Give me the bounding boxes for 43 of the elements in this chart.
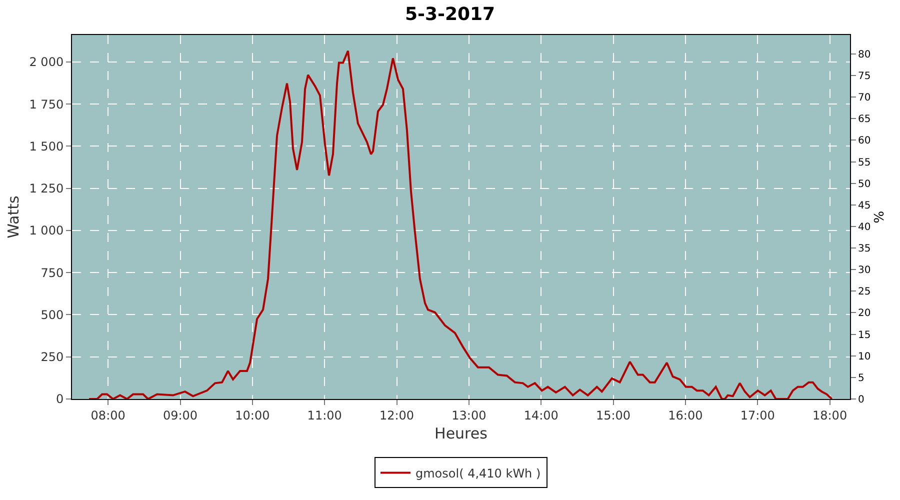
y2-tick-label: 50 [858,178,871,190]
x-tick-label: 16:00 [668,408,703,422]
x-tick-label: 12:00 [379,408,414,422]
y2-tick-label: 65 [858,114,871,126]
legend-label: gmosol( 4,410 kWh ) [416,466,541,480]
x-axis-title: Heures [434,424,488,442]
y2-axis-title: % [872,210,888,224]
y2-tick-label: 0 [858,394,864,406]
y2-tick-label: 45 [858,200,871,212]
y-tick-label: 1 000 [29,224,64,238]
x-tick-label: 17:00 [740,408,775,422]
y2-tick-label: 35 [858,244,871,255]
chart-title: 5-3-2017 [404,4,496,26]
x-tick-label: 15:00 [596,408,631,422]
y-tick-label: 0 [56,392,64,406]
x-tick-label: 13:00 [452,408,486,422]
y-tick-label: 1 500 [29,139,64,154]
y2-tick-label: 80 [858,49,871,60]
y2-tick-label: 10 [858,351,871,362]
y2-tick-label: 25 [858,286,871,298]
y2-tick-label: 15 [858,330,871,341]
y-tick-label: 250 [40,350,64,364]
y-tick-label: 1 750 [29,97,64,112]
x-tick-label: 14:00 [524,408,558,422]
x-tick-label: 18:00 [812,408,848,422]
x-tick-label: 09:00 [162,408,198,422]
y2-tick-label: 40 [858,222,871,233]
x-tick-label: 08:00 [90,408,126,422]
y-tick-label: 750 [40,266,64,280]
y2-tick-label: 70 [858,92,871,104]
y2-tick-label: 75 [858,71,871,82]
y2-tick-label: 60 [858,136,871,147]
x-tick-label: 10:00 [235,408,270,422]
y-tick-label: 500 [40,308,64,322]
y2-tick-label: 30 [858,265,871,276]
y2-tick-label: 5 [858,372,864,384]
x-tick-label: 11:00 [307,408,342,422]
y-tick-label: 1 250 [29,182,64,196]
y-axis-title: Watts [4,196,22,238]
line-series [88,50,833,399]
y2-tick-label: 55 [858,157,871,168]
y-tick-label: 2 000 [29,55,64,70]
y2-tick-label: 20 [858,308,871,320]
